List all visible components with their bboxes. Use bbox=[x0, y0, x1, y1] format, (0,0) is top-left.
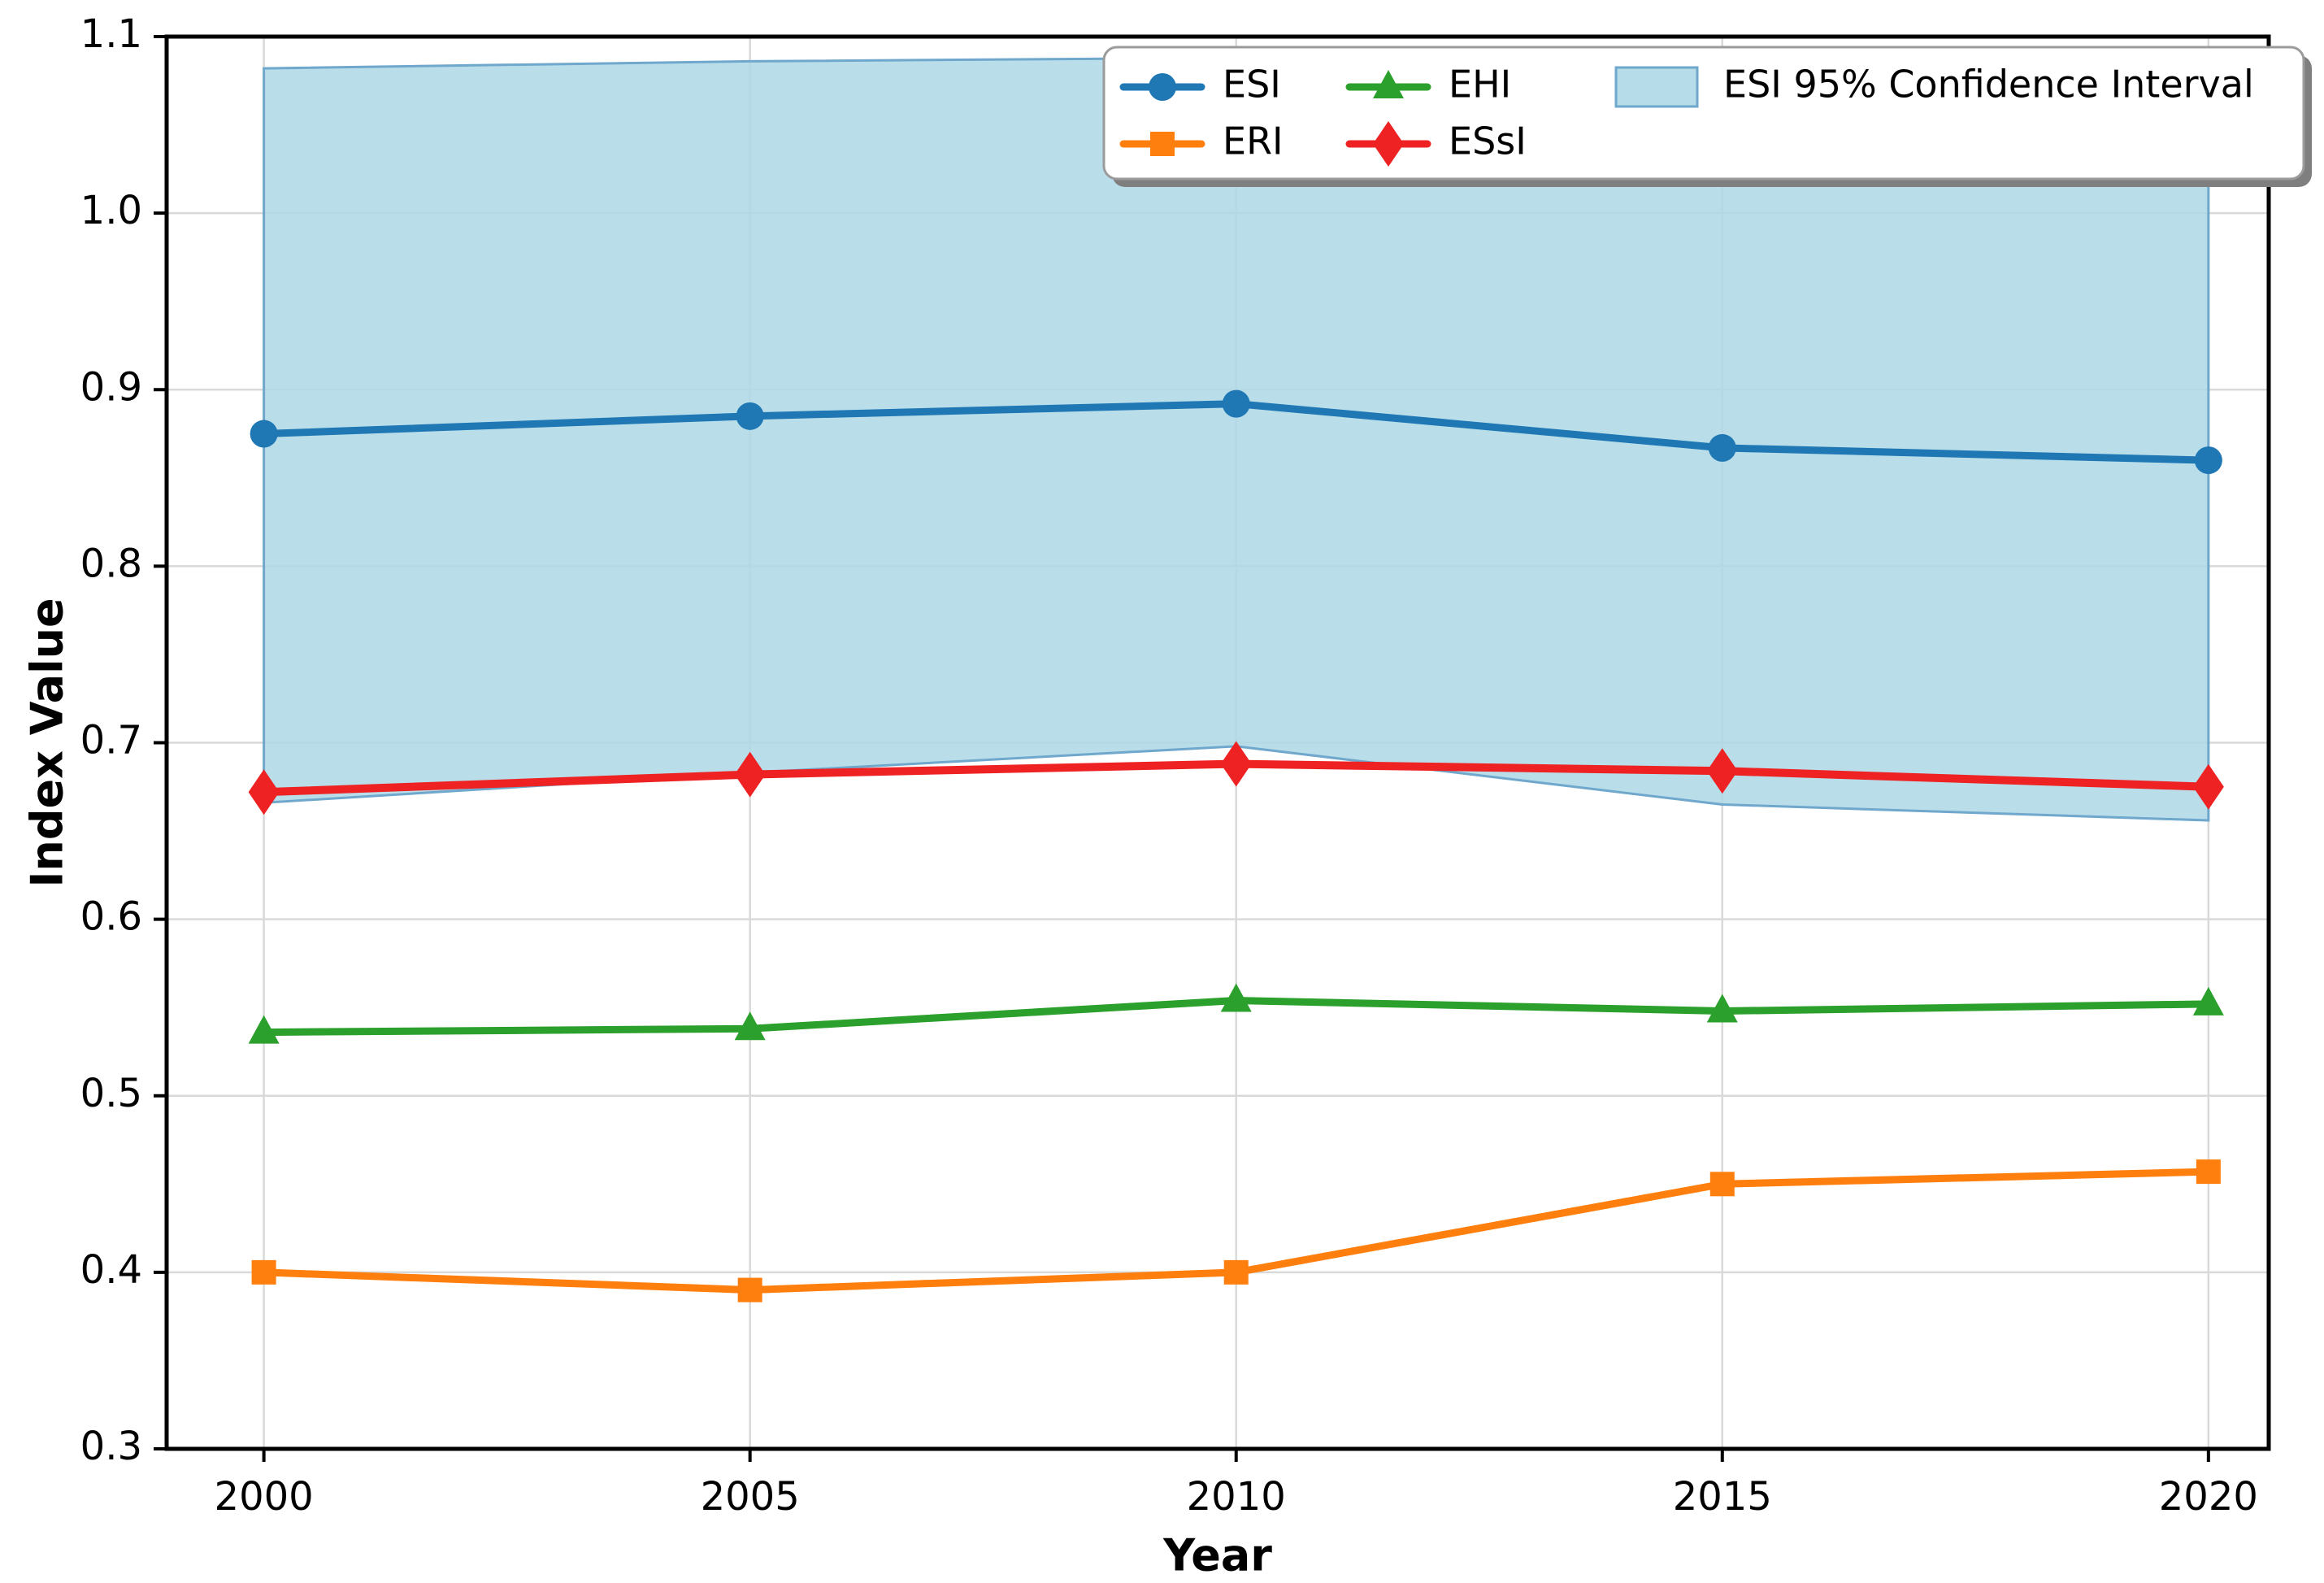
legend-entry-ESI: ESI bbox=[1119, 63, 1281, 107]
x-axis-title: Year bbox=[1162, 1530, 1272, 1581]
y-tick-label: 0.5 bbox=[80, 1071, 142, 1116]
series-ESsI bbox=[248, 741, 2224, 815]
x-tick-label: 2020 bbox=[2159, 1474, 2258, 1520]
y-tick-label: 0.6 bbox=[80, 894, 142, 940]
x-axis: 2000 2005 2010 2015 2020 Year bbox=[215, 1449, 2258, 1581]
legend-entry-ci: ESI 95% Confidence Interval bbox=[1614, 63, 2254, 108]
legend-label-EHI: EHI bbox=[1449, 63, 1511, 107]
y-tick-label: 0.9 bbox=[80, 364, 142, 410]
legend-entry-ERI: ERI bbox=[1119, 120, 1284, 163]
x-tick-label: 2005 bbox=[701, 1474, 800, 1520]
legend-entry-EHI: EHI bbox=[1345, 63, 1511, 107]
legend-label-ERI: ERI bbox=[1223, 120, 1284, 163]
y-tick-label: 0.8 bbox=[80, 541, 142, 586]
series-ERI bbox=[251, 1159, 2221, 1302]
y-tick-label: 1.0 bbox=[80, 188, 142, 233]
x-tick-label: 2015 bbox=[1673, 1474, 1772, 1520]
series-ESI bbox=[250, 389, 2222, 475]
y-tick-label: 1.1 bbox=[80, 11, 142, 57]
legend: ESI ERI EHI ESsI ESI 95% Confidence Interval bbox=[1102, 46, 2312, 187]
series-EHI bbox=[248, 983, 2224, 1044]
legend-label-ci: ESI 95% Confidence Interval bbox=[1723, 63, 2254, 107]
legend-ci-swatch bbox=[1614, 66, 1699, 108]
legend-label-ESI: ESI bbox=[1223, 63, 1281, 107]
y-tick-label: 0.7 bbox=[80, 718, 142, 763]
x-tick-label: 2000 bbox=[215, 1474, 314, 1520]
y-tick-label: 0.3 bbox=[80, 1424, 142, 1469]
x-tick-label: 2010 bbox=[1187, 1474, 1286, 1520]
y-axis: 0.3 0.4 0.5 0.6 0.7 0.8 0.9 1.0 1.1 Index Value bbox=[22, 11, 167, 1469]
legend-label-ESsI: ESsI bbox=[1449, 120, 1527, 163]
y-axis-title: Index Value bbox=[22, 598, 73, 887]
y-tick-label: 0.4 bbox=[80, 1247, 142, 1293]
legend-entry-ESsI: ESsI bbox=[1345, 120, 1527, 167]
